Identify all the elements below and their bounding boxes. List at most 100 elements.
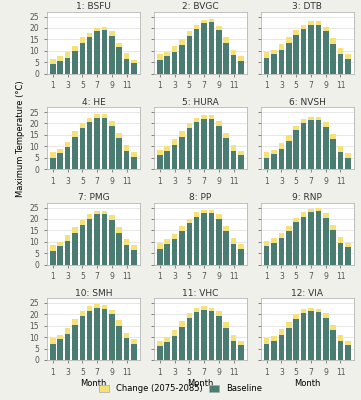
Bar: [330, 38, 336, 44]
Bar: [293, 130, 299, 169]
Bar: [316, 208, 321, 211]
Title: 4: HE: 4: HE: [82, 98, 105, 107]
Bar: [238, 345, 244, 360]
Bar: [293, 35, 299, 74]
Bar: [117, 227, 122, 232]
Bar: [216, 126, 222, 169]
Bar: [264, 58, 269, 74]
Bar: [316, 211, 321, 264]
Title: 7: PMG: 7: PMG: [78, 193, 109, 202]
Bar: [216, 26, 222, 30]
Bar: [57, 153, 63, 169]
Bar: [316, 309, 321, 312]
Bar: [172, 330, 177, 336]
Bar: [50, 251, 56, 264]
Bar: [286, 226, 292, 232]
Bar: [109, 31, 115, 36]
Bar: [264, 246, 269, 264]
Bar: [117, 132, 122, 138]
Bar: [271, 50, 277, 54]
Bar: [172, 46, 177, 52]
Bar: [293, 314, 299, 319]
Bar: [223, 322, 229, 328]
Bar: [338, 341, 343, 360]
Bar: [301, 309, 306, 313]
Bar: [330, 230, 336, 264]
Bar: [157, 60, 162, 74]
Bar: [271, 150, 277, 154]
Bar: [279, 50, 284, 74]
Bar: [172, 52, 177, 74]
Bar: [271, 54, 277, 74]
Bar: [238, 61, 244, 74]
Bar: [109, 126, 115, 169]
Bar: [316, 24, 321, 74]
X-axis label: Month: Month: [294, 380, 321, 388]
Bar: [264, 152, 269, 158]
Bar: [57, 335, 63, 340]
Bar: [65, 328, 70, 334]
Bar: [50, 59, 56, 64]
Bar: [308, 24, 314, 74]
Bar: [201, 24, 207, 74]
Bar: [264, 240, 269, 246]
Bar: [94, 211, 100, 214]
Bar: [223, 37, 229, 43]
Bar: [216, 316, 222, 360]
Bar: [94, 31, 100, 74]
Bar: [286, 43, 292, 74]
Bar: [194, 122, 199, 169]
Bar: [238, 244, 244, 248]
Bar: [323, 122, 329, 127]
Bar: [57, 61, 63, 74]
Bar: [338, 243, 343, 264]
Title: 1: BSFU: 1: BSFU: [76, 2, 111, 11]
Bar: [131, 152, 137, 156]
Bar: [157, 341, 162, 346]
Title: 9: RNP: 9: RNP: [292, 193, 322, 202]
Title: 12: VIA: 12: VIA: [291, 289, 323, 298]
Bar: [301, 217, 306, 264]
Bar: [308, 212, 314, 264]
Bar: [293, 30, 299, 35]
Bar: [293, 222, 299, 264]
X-axis label: Month: Month: [80, 380, 106, 388]
Bar: [102, 118, 107, 169]
Bar: [72, 319, 78, 325]
Bar: [124, 333, 129, 338]
Bar: [209, 116, 214, 119]
Bar: [164, 52, 170, 56]
Bar: [316, 21, 321, 24]
Bar: [264, 344, 269, 360]
Bar: [164, 342, 170, 360]
Bar: [117, 43, 122, 47]
Bar: [179, 226, 185, 232]
Bar: [345, 59, 351, 74]
Bar: [187, 31, 192, 36]
Bar: [187, 313, 192, 318]
Bar: [72, 227, 78, 232]
Bar: [117, 326, 122, 360]
Bar: [102, 30, 107, 74]
Bar: [201, 116, 207, 119]
Bar: [345, 243, 351, 248]
Bar: [187, 36, 192, 74]
Bar: [238, 341, 244, 345]
Bar: [345, 345, 351, 360]
Bar: [238, 155, 244, 169]
Title: 2: BVGC: 2: BVGC: [182, 2, 219, 11]
Title: 10: SMH: 10: SMH: [75, 289, 112, 298]
Bar: [79, 311, 85, 316]
Bar: [279, 232, 284, 238]
Bar: [117, 138, 122, 169]
Bar: [65, 52, 70, 58]
Bar: [301, 313, 306, 360]
Bar: [164, 151, 170, 169]
Bar: [187, 128, 192, 169]
Bar: [79, 43, 85, 74]
Bar: [345, 341, 351, 345]
Bar: [57, 242, 63, 246]
Bar: [323, 218, 329, 264]
Bar: [164, 146, 170, 151]
Bar: [87, 118, 92, 122]
